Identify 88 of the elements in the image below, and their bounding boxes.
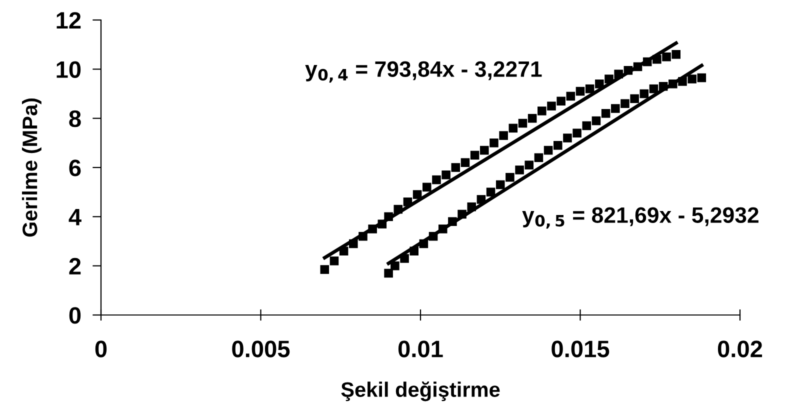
point (384, 268, 393, 278)
point (672, 50, 680, 59)
point (490, 138, 498, 148)
point (688, 74, 696, 84)
point (566, 92, 576, 101)
point (624, 66, 633, 75)
point (442, 170, 450, 180)
point (368, 224, 377, 234)
point (556, 96, 566, 106)
point (451, 163, 460, 172)
y-axis-title: Gerilme (MPa) (22, 98, 42, 237)
point (458, 210, 466, 219)
point (460, 158, 470, 167)
point (378, 220, 387, 228)
y-tick-label: 2 (69, 258, 81, 274)
point (528, 114, 537, 123)
point (572, 128, 582, 138)
point (515, 166, 524, 174)
point (508, 124, 518, 133)
point (394, 204, 403, 214)
x-axis-title: Şekil değiştirme (341, 381, 500, 402)
point (410, 246, 418, 256)
annotation: y$_{0,4}$ = 793,84x - 3,2271 (305, 61, 542, 83)
point (585, 84, 594, 94)
point (576, 86, 585, 96)
point (534, 153, 544, 162)
point (553, 140, 562, 150)
point (470, 150, 480, 160)
point (400, 254, 409, 263)
point (403, 198, 412, 206)
point (518, 118, 528, 128)
point (652, 54, 662, 64)
y-tick-label: 12 (56, 12, 81, 29)
point (582, 121, 592, 130)
point (412, 190, 422, 199)
point (476, 195, 486, 204)
point (390, 261, 400, 270)
point (658, 82, 668, 91)
point (467, 202, 476, 212)
point (384, 212, 393, 222)
y-tick-label: 6 (69, 160, 81, 176)
point (358, 232, 368, 241)
point (547, 102, 556, 110)
point (611, 104, 620, 113)
point (428, 232, 438, 241)
point (604, 74, 614, 84)
point (524, 160, 534, 170)
y-tick-label: 8 (69, 110, 81, 128)
annotation: y$_{0,5}$ = 821,69x - 5,2932 (522, 207, 758, 229)
point (668, 80, 678, 88)
point (486, 188, 496, 196)
point (697, 73, 706, 82)
x-tick-label: 0 (95, 340, 107, 358)
x-tick-label: 0.01 (398, 340, 443, 358)
y-tick-label: 4 (68, 208, 82, 226)
y-tick-label: 0 (69, 307, 81, 324)
point (438, 224, 448, 234)
point (678, 77, 687, 86)
point (544, 146, 553, 155)
point (448, 217, 457, 226)
point (640, 89, 649, 98)
y-tick-label: 10 (56, 61, 81, 78)
x-tick-label: 0.005 (232, 340, 290, 358)
point (633, 62, 642, 72)
point (419, 239, 428, 248)
point (649, 84, 658, 94)
point (339, 246, 348, 256)
point (422, 182, 432, 192)
point (563, 134, 572, 142)
point (320, 265, 330, 274)
x-tick-label: 0.02 (718, 340, 762, 358)
point (614, 70, 623, 78)
point (601, 109, 610, 118)
point (506, 172, 514, 182)
point (499, 131, 508, 140)
point (662, 52, 671, 62)
x-tick-label: 0.015 (552, 340, 610, 358)
point (496, 180, 505, 190)
point (642, 57, 652, 66)
point (630, 94, 639, 104)
point (480, 146, 489, 155)
point (349, 239, 358, 248)
point (330, 256, 339, 266)
point (432, 175, 441, 184)
point (620, 99, 630, 108)
point (595, 80, 604, 88)
point (592, 116, 601, 126)
point (538, 106, 546, 116)
